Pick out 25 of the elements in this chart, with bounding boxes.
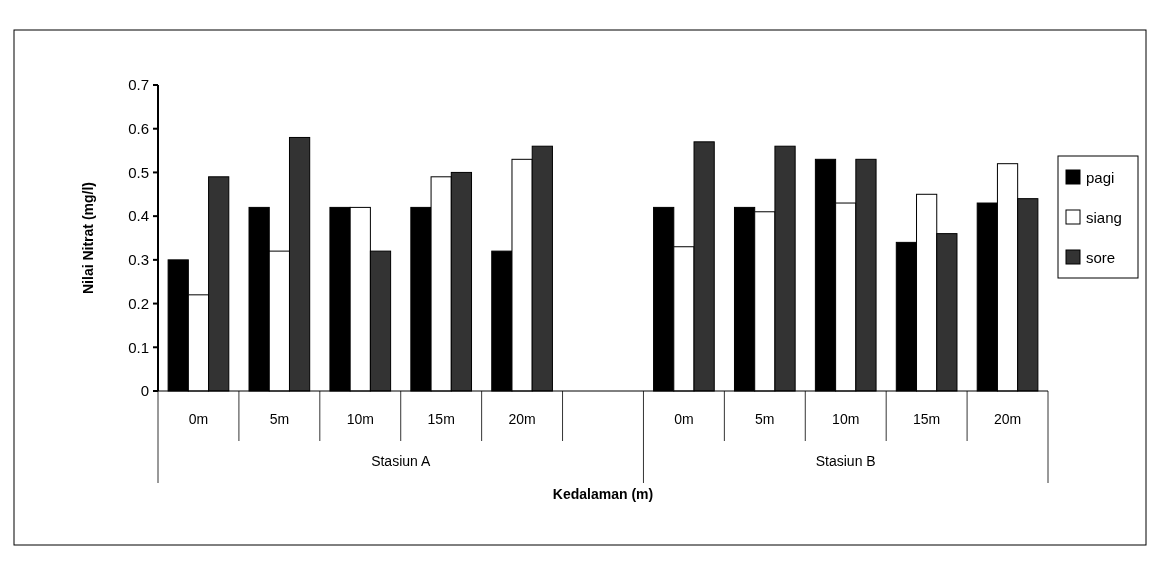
legend-label: sore: [1086, 249, 1116, 267]
x-tick-label: 10m: [832, 411, 860, 427]
legend-label: siang: [1086, 209, 1122, 227]
y-tick-label: 0.1: [128, 338, 149, 356]
y-tick-label: 0.3: [128, 251, 149, 269]
x-tick-label: 5m: [269, 411, 290, 427]
y-tick-label: 0.5: [128, 163, 149, 181]
y-tick-label: 0.7: [128, 76, 149, 94]
y-tick-label: 0.6: [128, 119, 149, 137]
legend-label: pagi: [1086, 169, 1115, 187]
x-tick-label: 5m: [755, 411, 775, 427]
x-tick-label: 0m: [674, 411, 694, 427]
y-tick-label: 0.2: [128, 294, 149, 312]
x-axis-title: Kedalaman (m): [552, 486, 654, 502]
x-tick-label: 15m: [427, 411, 455, 427]
x-tick-label: 20m: [993, 411, 1022, 427]
y-tick-label: 0.4: [128, 207, 149, 225]
text: Stasiun B: [815, 453, 876, 469]
x-tick-label: 15m: [913, 411, 941, 427]
x-tick-label: 0m: [188, 411, 209, 427]
x-tick-label: 10m: [346, 411, 374, 427]
y-axis-title: Nilai Nitrat (mg/l): [80, 181, 96, 295]
text: Stasiun A: [371, 453, 431, 469]
x-tick-label: 20m: [508, 411, 536, 427]
y-tick-label: 0: [140, 382, 149, 400]
